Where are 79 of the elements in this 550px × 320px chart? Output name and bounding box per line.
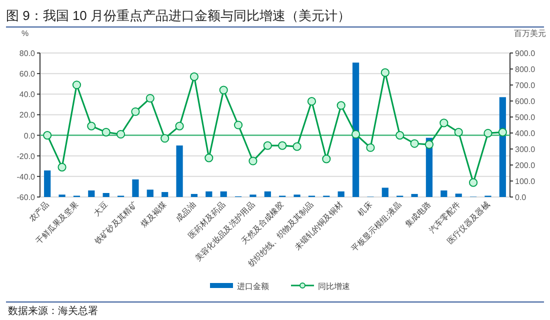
y2-tick-label: 900.0	[515, 49, 536, 58]
bar	[220, 191, 227, 197]
y2-tick-label: 300.0	[515, 145, 536, 154]
point	[263, 141, 272, 150]
point	[160, 134, 170, 143]
legend-label: 同比增速	[318, 282, 350, 291]
bar	[102, 193, 110, 197]
point	[440, 118, 448, 128]
point	[131, 107, 140, 116]
bar	[206, 191, 212, 197]
y2-tick-label: 800.0	[515, 65, 536, 74]
bar	[382, 188, 388, 197]
bar	[440, 190, 448, 197]
x-tick-label: 农产品	[27, 200, 51, 224]
point	[380, 68, 390, 77]
point	[87, 122, 96, 130]
point	[454, 128, 463, 136]
y-tick-label: 80.0	[19, 49, 36, 58]
y2-tick-label: 100.0	[515, 177, 536, 186]
y2-tick-label: 0.0	[515, 193, 527, 202]
y-tick-label: -40.0	[16, 172, 36, 182]
bar	[338, 191, 344, 197]
point	[116, 130, 126, 139]
point	[234, 120, 243, 130]
point	[72, 80, 82, 90]
bar	[88, 190, 95, 197]
bar	[162, 192, 168, 197]
point	[248, 156, 258, 166]
point	[366, 143, 375, 152]
point	[102, 128, 110, 136]
y2-tick-label: 400.0	[515, 129, 536, 138]
x-tick-label: 大豆	[92, 200, 110, 218]
bar	[176, 145, 183, 197]
point	[351, 130, 360, 139]
chart-title: 图 9：我国 10 月份重点产品进口金额与同比增速（美元计）	[6, 8, 351, 23]
point	[146, 94, 154, 103]
legend-label: 进口金额	[237, 282, 269, 291]
point	[498, 128, 507, 136]
bar	[411, 194, 418, 197]
bar	[499, 97, 506, 197]
y2-tick-label: 200.0	[515, 161, 536, 170]
bar	[146, 190, 154, 197]
point	[410, 139, 419, 148]
point	[336, 101, 346, 110]
x-tick-label: 机床	[356, 200, 374, 218]
point	[190, 72, 199, 81]
y-tick-label: 0.0	[24, 131, 36, 140]
point	[468, 178, 478, 187]
point	[43, 130, 52, 140]
point	[278, 141, 287, 150]
point	[292, 142, 302, 151]
bar	[264, 191, 271, 197]
source-note: 数据来源：海关总署	[8, 305, 98, 317]
bar	[455, 194, 462, 197]
point	[396, 130, 404, 140]
bar	[44, 170, 51, 197]
point	[219, 86, 228, 94]
y2-tick-label: 700.0	[515, 81, 536, 90]
y-tick-label: 40.0	[19, 90, 36, 100]
y2-axis-title: 百万美元	[514, 29, 546, 38]
y-tick-label: 20.0	[19, 110, 36, 120]
y-axis-title: %	[21, 29, 29, 38]
point	[424, 140, 434, 149]
point	[58, 162, 66, 172]
y2-tick-label: 600.0	[515, 97, 536, 106]
bar	[190, 194, 198, 197]
bar	[132, 179, 139, 197]
point	[322, 154, 331, 164]
bar	[352, 62, 360, 197]
y-tick-label: -60.0	[16, 193, 36, 202]
x-tick-label: 煤及褐煤	[139, 200, 168, 230]
point	[175, 122, 184, 130]
y2-tick-label: 500.0	[515, 113, 536, 122]
y-tick-label: -20.0	[16, 152, 36, 161]
point	[307, 97, 316, 106]
point	[484, 128, 492, 138]
point	[204, 154, 214, 162]
x-tick-label: 成品油	[174, 200, 198, 224]
y-tick-label: 60.0	[19, 70, 36, 79]
